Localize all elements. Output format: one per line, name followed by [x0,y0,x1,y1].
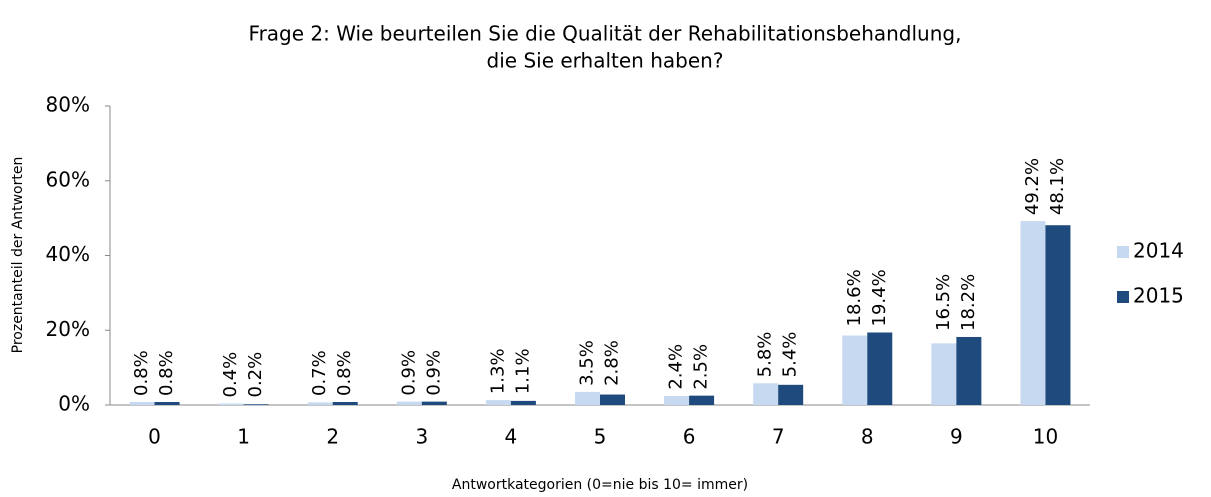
x-tick-label: 0 [148,425,161,449]
x-tick-label: 4 [505,425,518,449]
bar [1020,221,1046,405]
data-label: 2.4% [666,344,687,390]
legend-label: 2015 [1133,284,1184,308]
bar [421,401,447,405]
legend-label: 2014 [1133,239,1184,263]
data-label: 2.5% [691,344,712,390]
x-tick-label: 10 [1033,425,1058,449]
data-label: 1.1% [512,348,533,394]
x-tick-label: 1 [237,425,250,449]
chart-title: Frage 2: Wie beurteilen Sie die Qualität… [249,22,962,46]
bar [689,395,715,405]
data-label: 18.2% [958,274,979,331]
data-label: 19.4% [869,269,890,326]
bar [842,335,868,405]
data-label: 49.2% [1022,158,1043,215]
bar [575,391,600,405]
bar [664,396,690,405]
y-tick-label: 20% [46,317,90,341]
legend-swatch [1117,246,1129,258]
x-axis-label: Antwortkategorien (0=nie bis 10= immer) [452,477,748,493]
data-label: 5.4% [780,332,801,378]
y-tick-label: 80% [46,93,90,117]
data-label: 18.6% [844,269,865,326]
bar [218,403,244,405]
bar [307,402,333,405]
bar [243,404,269,405]
bar [931,343,957,405]
data-label: 0.7% [309,350,330,396]
data-label: 1.3% [487,348,508,394]
x-tick-label: 3 [415,425,428,449]
bar [129,402,155,405]
data-label: 2.8% [602,340,623,386]
data-label: 5.8% [755,332,776,378]
y-tick-label: 40% [46,242,90,266]
data-label: 0.8% [334,350,355,396]
bar [396,401,422,405]
bar [867,332,893,405]
data-label: 0.8% [156,350,177,396]
x-tick-label: 7 [772,425,785,449]
x-tick-label: 6 [683,425,696,449]
bar [510,400,536,405]
y-axis-label: Prozentanteil der Antworten [10,157,26,354]
data-label: 0.8% [131,350,152,396]
data-label: 48.1% [1047,158,1068,215]
bar [485,400,511,405]
bar [956,336,982,405]
data-label: 0.9% [423,350,444,396]
legend-swatch [1117,291,1129,303]
x-tick-label: 8 [861,425,874,449]
data-label: 3.5% [577,340,598,386]
data-label: 0.9% [398,350,419,396]
bar [753,383,779,405]
chart-title: die Sie erhalten haben? [487,49,724,73]
x-tick-label: 9 [950,425,963,449]
data-label: 0.4% [220,352,241,398]
x-tick-label: 2 [326,425,339,449]
bar [778,384,804,405]
bar [154,402,180,405]
data-label: 16.5% [933,274,954,331]
y-tick-label: 0% [58,392,90,416]
bar [332,402,358,405]
y-tick-label: 60% [46,167,90,191]
x-tick-label: 5 [594,425,607,449]
data-label: 0.2% [245,352,266,398]
bar [1045,225,1071,405]
bar [600,394,625,405]
